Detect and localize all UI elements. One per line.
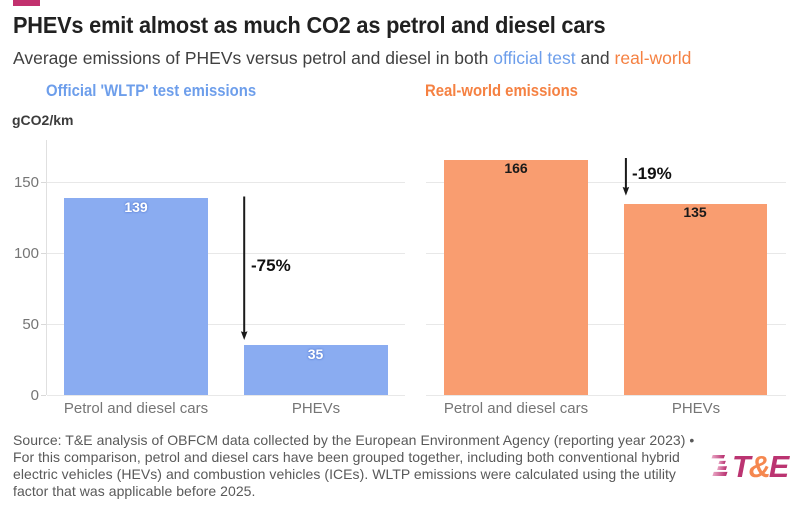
svg-text:T&E: T&E (732, 450, 791, 482)
